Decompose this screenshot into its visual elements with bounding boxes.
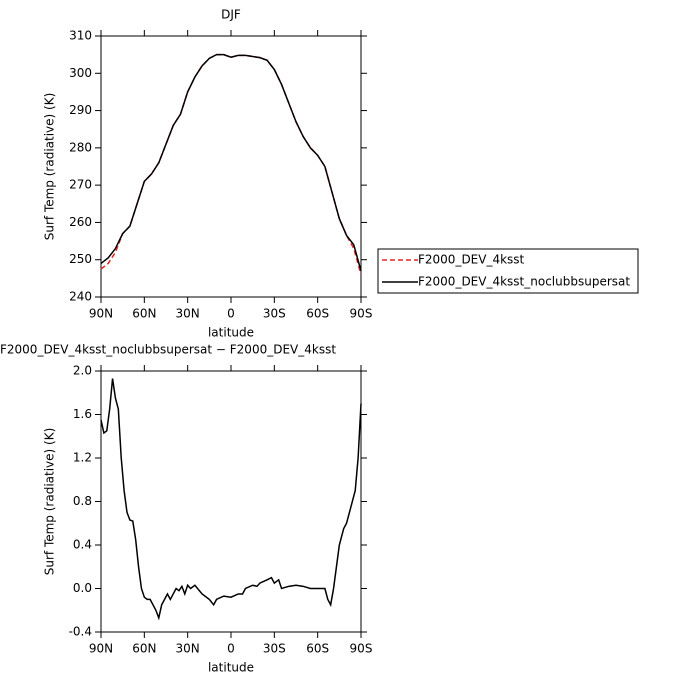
y-tick-label: 0.0 (73, 581, 92, 595)
y-tick-label: 250 (69, 252, 92, 266)
x-tick-label: 60N (132, 642, 156, 656)
series-line (100, 53, 362, 272)
series-line (100, 53, 362, 275)
y-tick-label: 270 (69, 178, 92, 192)
legend-box (377, 248, 639, 294)
x-tick-label: 90N (89, 307, 113, 321)
x-tick-label: 90S (350, 642, 373, 656)
series-line (100, 378, 362, 621)
legend-label: F2000_DEV_4ksst (418, 253, 525, 267)
y-tick-label: 300 (69, 66, 92, 80)
y-tick-label: 290 (69, 103, 92, 117)
x-tick-label: 0 (227, 307, 235, 321)
y-axis-label: Surf Temp (radiative) (K) (43, 93, 57, 241)
plot-frame (100, 35, 362, 298)
x-tick-label: 0 (227, 642, 235, 656)
x-tick-label: 60S (306, 642, 329, 656)
y-tick-label: 1.2 (73, 451, 92, 465)
x-tick-label: 30N (176, 307, 200, 321)
y-tick-label: 0.8 (73, 494, 92, 508)
plot-frame (100, 370, 362, 633)
chart-title: F2000_DEV_4ksst_noclubbsupersat − F2000_… (0, 343, 336, 357)
y-tick-label: -0.4 (69, 625, 92, 639)
y-tick-label: 2.0 (73, 364, 92, 378)
x-axis-label: latitude (208, 326, 254, 340)
chart-title: DJF (221, 8, 241, 22)
y-tick-label: 0.4 (73, 538, 92, 552)
y-tick-label: 1.6 (73, 407, 92, 421)
x-tick-label: 30S (263, 307, 286, 321)
legend-label: F2000_DEV_4ksst_noclubbsupersat (418, 275, 630, 289)
x-tick-label: 30S (263, 642, 286, 656)
x-tick-label: 60S (306, 307, 329, 321)
y-tick-label: 260 (69, 215, 92, 229)
x-tick-label: 60N (132, 307, 156, 321)
x-tick-label: 90N (89, 642, 113, 656)
x-tick-label: 30N (176, 642, 200, 656)
y-axis-label: Surf Temp (radiative) (K) (43, 428, 57, 576)
y-tick-label: 310 (69, 29, 92, 43)
y-tick-label: 240 (69, 290, 92, 304)
x-axis-label: latitude (208, 661, 254, 675)
y-tick-label: 280 (69, 140, 92, 154)
x-tick-label: 90S (350, 307, 373, 321)
